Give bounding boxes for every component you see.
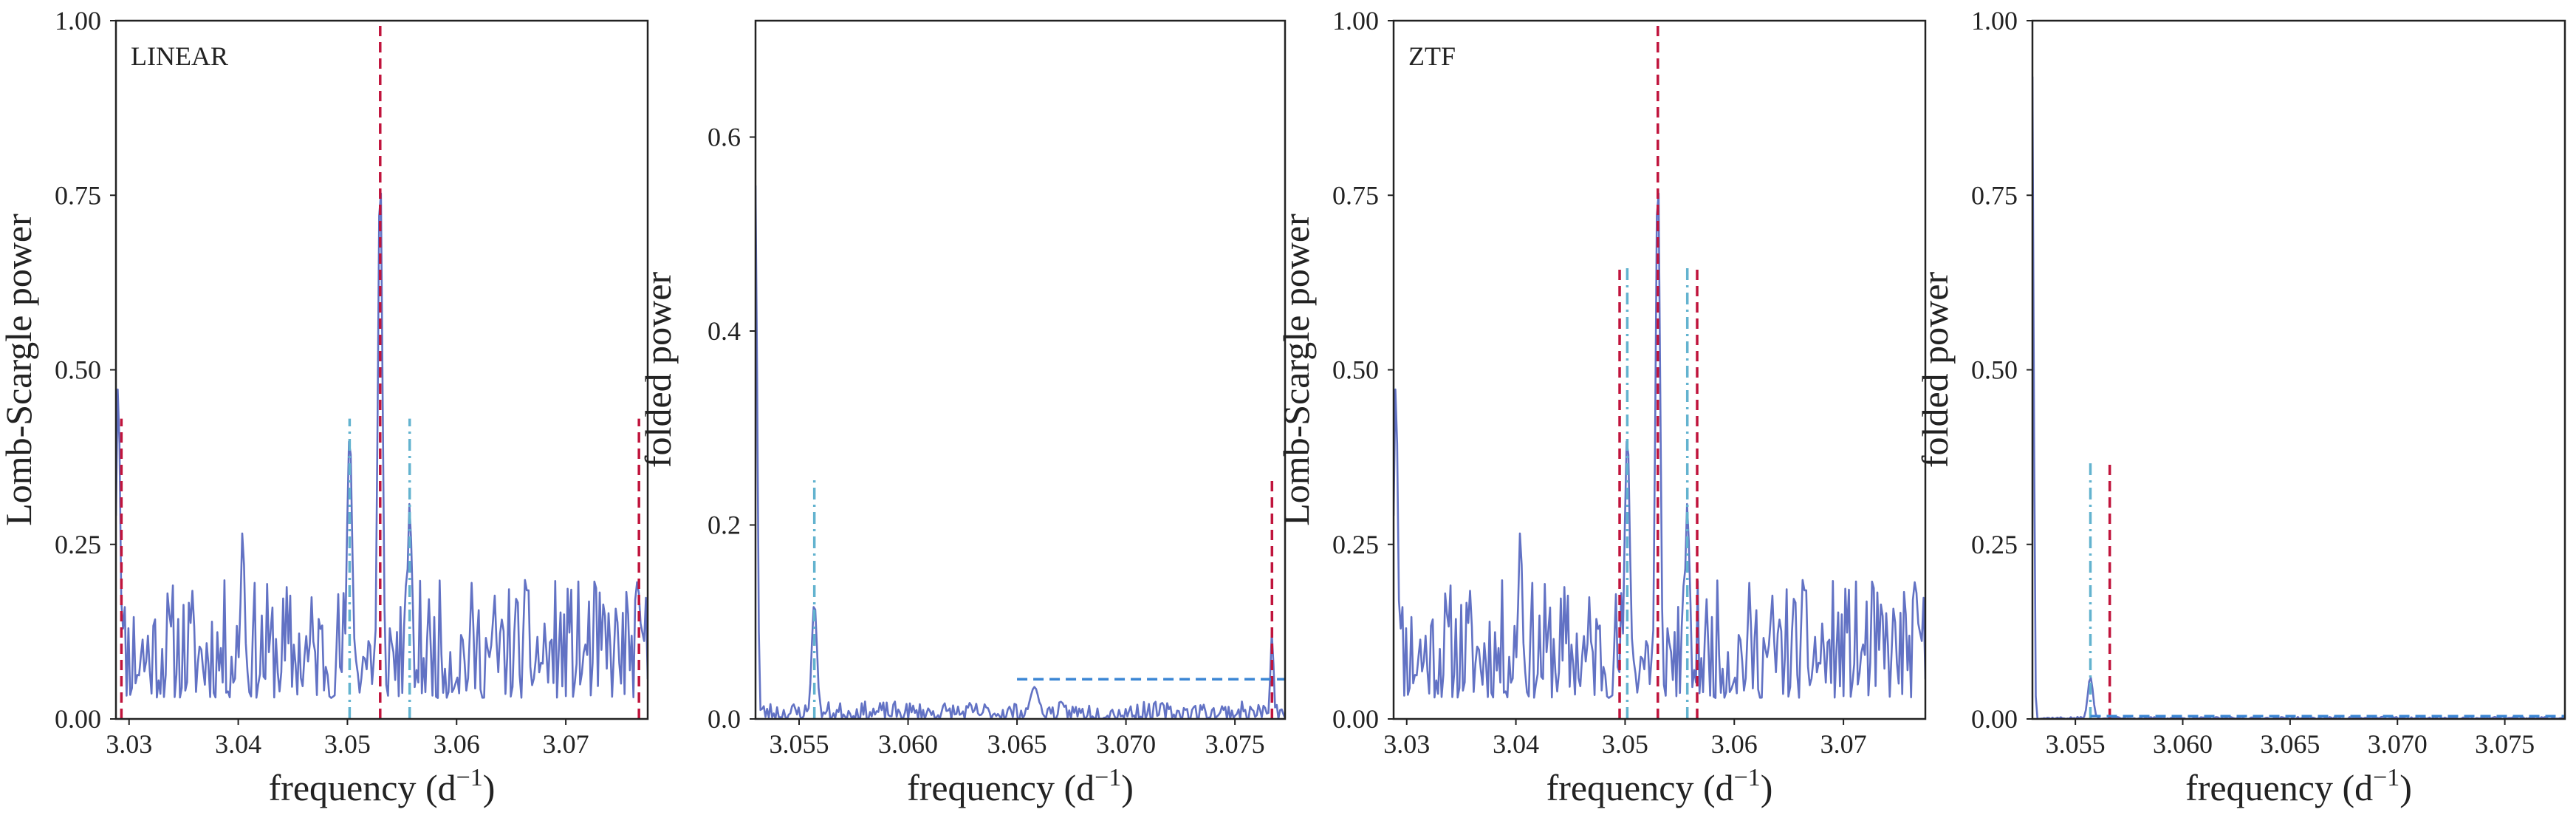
y-tick-label: 0.25 xyxy=(55,530,101,559)
y-tick-label: 0.75 xyxy=(1332,180,1379,210)
y-tick-label: 0.00 xyxy=(1971,704,2018,734)
panel-label: ZTF xyxy=(1408,41,1456,71)
y-tick-label: 1.00 xyxy=(1332,6,1379,35)
x-tick-label: 3.07 xyxy=(543,729,589,759)
x-tick-label: 3.03 xyxy=(1383,729,1430,759)
y-tick-label: 1.00 xyxy=(55,6,101,35)
panel-label: LINEAR xyxy=(131,41,228,71)
data-series-line xyxy=(116,192,648,699)
x-tick-label: 3.060 xyxy=(878,729,938,759)
y-tick-label: 0.75 xyxy=(55,180,101,210)
panel-3: 3.03 3.04 3.05 3.06 3.07 0.00 0.25 0.50 0.75 1.00… xyxy=(1275,6,1927,808)
x-tick-label: 3.055 xyxy=(2046,729,2106,759)
x-tick-label: 3.055 xyxy=(770,729,829,759)
y-axis-label: Lomb-Scargle power xyxy=(0,214,39,526)
y-tick-label: 0.4 xyxy=(708,316,741,346)
x-axis-label: frequency (d−1) xyxy=(2185,764,2412,808)
panel-2: 3.055 3.060 3.065 3.070 3.075 0.0 0.2 0.4 0.6 fre… xyxy=(637,19,1287,808)
data-series-line xyxy=(2032,76,2565,719)
x-tick-label: 3.06 xyxy=(434,729,480,759)
y-tick-label: 0.75 xyxy=(1971,180,2018,210)
panel-1: 3.03 3.04 3.05 3.06 3.07 0.00 0.25 0.50 0.75 1.00… xyxy=(0,6,649,808)
y-tick-label: 0.50 xyxy=(55,355,101,385)
x-tick-label: 3.070 xyxy=(1096,729,1156,759)
y-axis-label: folded power xyxy=(637,272,679,468)
y-tick-label: 0.2 xyxy=(708,511,741,540)
y-tick-label: 0.25 xyxy=(1971,530,2018,559)
x-tick-label: 3.075 xyxy=(1205,729,1265,759)
x-tick-label: 3.065 xyxy=(987,729,1047,759)
x-tick-label: 3.06 xyxy=(1711,729,1758,759)
x-tick-label: 3.04 xyxy=(1493,729,1539,759)
data-series-line xyxy=(756,185,1285,719)
y-tick-label: 0.00 xyxy=(1332,704,1379,734)
y-tick-label: 0.6 xyxy=(708,123,741,152)
plot-area xyxy=(1394,21,1925,719)
x-tick-label: 3.07 xyxy=(1820,729,1867,759)
x-tick-label: 3.05 xyxy=(324,729,371,759)
data-series-line xyxy=(1394,192,1925,699)
y-tick-label: 0.50 xyxy=(1971,355,2018,385)
plot-area xyxy=(116,21,648,719)
y-tick-label: 0.25 xyxy=(1332,530,1379,559)
x-tick-label: 3.075 xyxy=(2475,729,2535,759)
x-tick-label: 3.03 xyxy=(106,729,152,759)
y-axis-label: folded power xyxy=(1914,272,1956,468)
x-tick-label: 3.060 xyxy=(2153,729,2213,759)
x-tick-label: 3.070 xyxy=(2368,729,2428,759)
x-tick-label: 3.04 xyxy=(215,729,261,759)
y-tick-label: 0.00 xyxy=(55,704,101,734)
y-tick-label: 1.00 xyxy=(1971,6,2018,35)
y-tick-label: 0.0 xyxy=(708,704,741,734)
x-axis-label: frequency (d−1) xyxy=(269,764,496,808)
plot-area xyxy=(756,185,1285,719)
y-tick-label: 0.50 xyxy=(1332,355,1379,385)
y-axis-label: Lomb-Scargle power xyxy=(1275,214,1317,526)
x-tick-label: 3.065 xyxy=(2260,729,2320,759)
panel-4: 3.055 3.060 3.065 3.070 3.075 0.00 0.25 0.50 0.7… xyxy=(1914,6,2566,808)
axes-frame xyxy=(754,19,1287,720)
axes-frame xyxy=(2031,19,2566,720)
x-tick-label: 3.05 xyxy=(1602,729,1648,759)
plot-area xyxy=(2032,76,2565,719)
x-axis-label: frequency (d−1) xyxy=(907,764,1134,808)
x-axis-label: frequency (d−1) xyxy=(1546,764,1773,808)
